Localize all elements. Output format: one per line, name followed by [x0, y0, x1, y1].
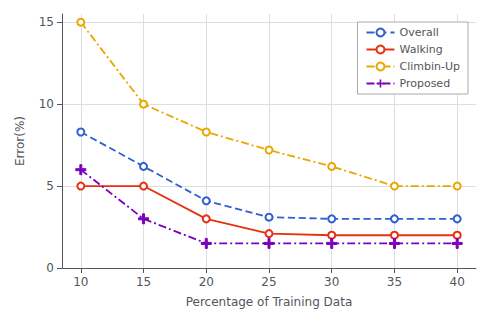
svg-text:40: 40 [450, 275, 465, 289]
svg-text:30: 30 [324, 275, 339, 289]
svg-text:35: 35 [387, 275, 402, 289]
svg-text:0: 0 [46, 261, 54, 275]
svg-text:Walking: Walking [399, 43, 442, 56]
svg-text:25: 25 [261, 275, 276, 289]
svg-text:10: 10 [39, 97, 54, 111]
svg-text:10: 10 [73, 275, 88, 289]
svg-text:Percentage of Training Data: Percentage of Training Data [186, 295, 353, 309]
svg-text:5: 5 [46, 179, 54, 193]
svg-text:Proposed: Proposed [399, 77, 450, 90]
svg-text:15: 15 [136, 275, 151, 289]
svg-text:Climbin-Up: Climbin-Up [399, 60, 460, 73]
svg-text:Overall: Overall [399, 26, 438, 39]
svg-text:Error(%): Error(%) [13, 116, 27, 166]
svg-text:15: 15 [39, 15, 54, 29]
svg-text:20: 20 [199, 275, 214, 289]
